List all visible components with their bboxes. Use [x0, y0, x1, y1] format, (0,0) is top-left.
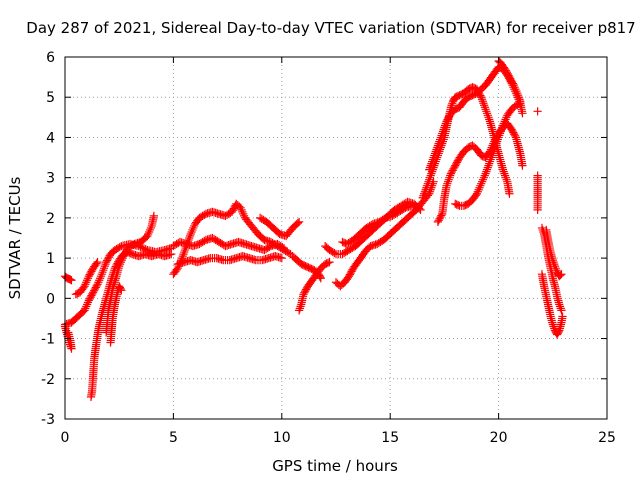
data-point [558, 312, 567, 321]
series-track-p [338, 201, 423, 249]
series-track-k [256, 213, 304, 241]
data-point [64, 328, 73, 337]
data-point [128, 240, 137, 250]
data-point [278, 242, 287, 252]
series-track-m [295, 258, 334, 315]
series-track-o [331, 177, 438, 291]
series-track-h [169, 199, 295, 279]
data-point [330, 248, 339, 258]
series-track-g [106, 282, 126, 347]
y-tick-label: 5 [46, 90, 55, 106]
series-track-c [71, 258, 102, 299]
data-point [277, 254, 286, 263]
x-tick-label: 10 [273, 430, 291, 446]
x-tick-label: 0 [61, 430, 70, 446]
y-tick-label: -2 [41, 372, 55, 388]
series-track-t [451, 99, 525, 210]
y-tick-label: 4 [46, 130, 55, 146]
data-points [60, 56, 567, 401]
data-point [66, 275, 75, 284]
data-point [533, 107, 542, 116]
data-point [510, 131, 520, 140]
data-point [279, 243, 289, 253]
x-tick-label: 20 [490, 430, 508, 446]
series-track-w [533, 171, 542, 214]
y-tick-label: 2 [46, 211, 55, 227]
data-point [265, 242, 274, 252]
data-point [380, 214, 389, 223]
data-point [414, 203, 423, 212]
data-point [93, 258, 102, 267]
series-track-i [169, 233, 289, 255]
data-point [516, 97, 525, 106]
data-point [505, 189, 514, 198]
y-tick-label: 3 [46, 171, 55, 187]
y-tick-label: 1 [46, 251, 55, 267]
data-point [200, 236, 209, 246]
data-point [437, 211, 446, 220]
data-point [323, 258, 333, 267]
data-point [117, 286, 126, 295]
data-point [167, 249, 176, 259]
axis-ticks: 0 5 10 15 20 25 -3 -2 -1 0 1 2 3 4 5 6 [41, 50, 616, 446]
data-point [293, 219, 302, 228]
x-axis-label: GPS time / hours [272, 457, 398, 475]
series-track-e [86, 247, 176, 401]
series-track-a [60, 272, 76, 285]
y-tick-label: -3 [41, 412, 55, 428]
y-axis-label: SDTVAR / TECUs [6, 176, 24, 299]
data-point [325, 258, 334, 267]
y-tick-label: 6 [46, 50, 55, 66]
y-tick-label: 0 [46, 291, 55, 307]
data-point [149, 211, 158, 220]
series-track-z [537, 270, 567, 339]
data-point [533, 205, 542, 214]
data-point [557, 306, 566, 315]
series-track-u [494, 56, 525, 106]
x-tick-label: 15 [381, 430, 399, 446]
chart-title: Day 287 of 2021, Sidereal Day-to-day VTE… [26, 19, 635, 37]
x-tick-label: 25 [598, 430, 616, 446]
data-point [67, 276, 76, 285]
data-point [518, 161, 527, 170]
data-point [295, 217, 304, 227]
data-point [557, 270, 566, 279]
x-tick-label: 5 [169, 430, 178, 446]
data-point [92, 259, 101, 268]
data-point [554, 327, 563, 336]
data-point [115, 242, 124, 252]
series-track-l [288, 252, 325, 283]
data-point [454, 201, 463, 210]
data-point [399, 204, 408, 213]
y-tick-label: -1 [41, 332, 55, 348]
series-track-f [102, 211, 158, 337]
data-point [284, 248, 293, 258]
data-point [316, 274, 325, 283]
plot-frame [64, 56, 608, 420]
data-point [200, 210, 209, 219]
series-track-j [173, 252, 286, 269]
series-track-y [542, 225, 566, 281]
data-point [556, 271, 565, 280]
data-point [367, 220, 376, 230]
series-track-v [533, 107, 542, 116]
data-point [116, 284, 125, 294]
data-point [518, 109, 527, 118]
